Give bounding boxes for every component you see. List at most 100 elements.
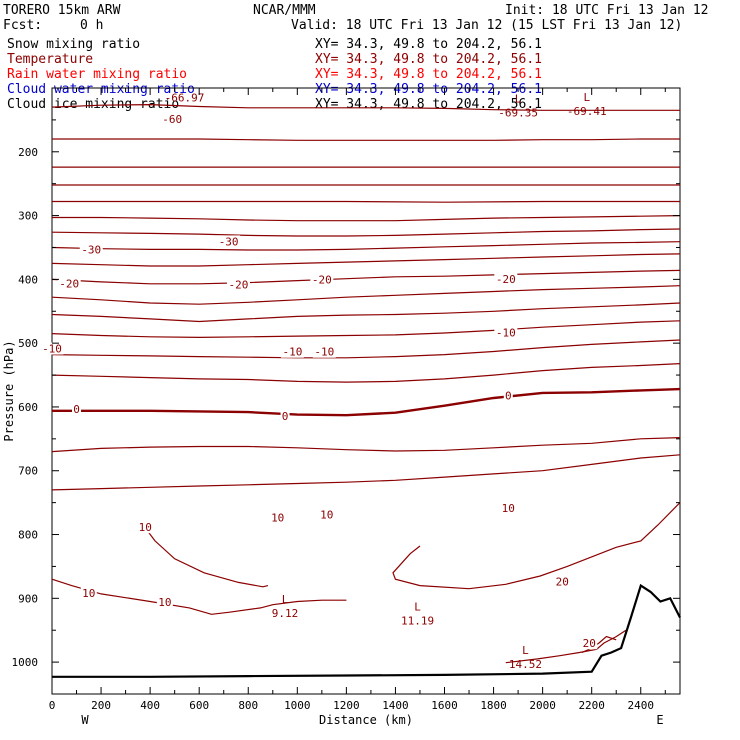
isotherm-line: [51, 320, 681, 339]
x-tick-label: 1000: [284, 699, 311, 712]
extremum-symbol: L: [414, 601, 421, 614]
contour-label-bg: [72, 403, 82, 416]
isotherm-line: [52, 200, 680, 203]
contour-label-bg: [503, 389, 513, 402]
y-tick-label: 700: [18, 465, 38, 478]
isotherm-line: [51, 253, 681, 267]
extremum-value: 14.52: [509, 658, 542, 671]
isotherm-line: [51, 339, 681, 359]
contour-label-bg: [226, 278, 250, 291]
isotherm-line: [51, 302, 681, 323]
contour-label: -20: [496, 273, 516, 286]
contour-label-bg: [554, 575, 571, 588]
contour-label-bg: [57, 277, 81, 290]
valid-time: Valid: 18 UTC Fri 13 Jan 12 (15 LST Fri …: [291, 18, 682, 33]
center-name: NCAR/MMM: [253, 3, 316, 18]
contour-label-bg: [494, 326, 518, 339]
contour-label-bg: [500, 502, 517, 515]
legend-name: Snow mixing ratio: [7, 37, 140, 52]
isotherm-line: [51, 241, 681, 251]
x-tick-label: 2000: [529, 699, 556, 712]
y-tick-label: 300: [18, 210, 38, 223]
contour-label-bg: [217, 235, 241, 248]
x-tick-label: 200: [91, 699, 111, 712]
isotherm-line: [505, 629, 627, 664]
isotherm-line: [52, 138, 680, 141]
extremum-symbol: L: [522, 644, 529, 657]
contour-label: -10: [282, 346, 302, 359]
legend-xy: XY= 34.3, 49.8 to 204.2, 56.1: [315, 67, 542, 82]
plot-frame: [51, 87, 681, 695]
contour-label-bg: [40, 342, 64, 355]
contour-label: -20: [59, 277, 79, 290]
y-tick-label: 900: [18, 592, 38, 605]
contour-label-bg: [160, 112, 184, 125]
contour-label: -10: [42, 343, 62, 356]
contour-label: 0: [73, 403, 80, 416]
init-time: Init: 18 UTC Fri 13 Jan 12: [505, 3, 709, 18]
x-tick-label: 400: [140, 699, 160, 712]
extremum-symbol: L: [515, 92, 522, 105]
extremum-value: -69.41: [567, 105, 607, 118]
x-axis-title: Distance (km): [319, 713, 413, 727]
legend-xy: XY= 34.3, 49.8 to 204.2, 56.1: [315, 52, 542, 67]
x-tick-label: 1200: [333, 699, 360, 712]
isotherm-line: [51, 454, 681, 491]
legend-xy: XY= 34.3, 49.8 to 204.2, 56.1: [315, 37, 542, 52]
contour-label-bg: [137, 521, 154, 534]
contour-label-bg: [310, 273, 334, 286]
extremum-value: -69.35: [498, 106, 538, 119]
contour-label: 0: [282, 410, 289, 423]
y-axis-title: Pressure (hPa): [2, 340, 16, 441]
contour-label: 0: [505, 390, 512, 403]
x-tick-label: 2400: [628, 699, 655, 712]
isotherm-line: [51, 285, 681, 305]
contour-label-bg: [318, 508, 335, 521]
contour-label: -30: [219, 235, 239, 248]
contour-label-bg: [79, 243, 103, 256]
isotherm-line: [392, 502, 681, 590]
isotherm-line: [581, 635, 617, 654]
legend: Snow mixing ratio XY= 34.3, 49.8 to 204.2…: [7, 37, 542, 112]
contour-label-bg: [581, 637, 598, 650]
contour-label: -10: [496, 327, 516, 340]
contour-label-bg: [280, 345, 304, 358]
contour-label: 10: [271, 512, 284, 525]
contour-label: 10: [502, 502, 515, 515]
extremum-symbol: L: [583, 91, 590, 104]
x-tick-label: 600: [189, 699, 209, 712]
isotherm-line: [51, 363, 681, 383]
contour-label-bg: [269, 511, 286, 524]
fcst-label: Fcst:: [3, 18, 42, 33]
y-tick-label: 800: [18, 529, 38, 542]
isotherm-zero-line: [52, 387, 681, 417]
x-tick-label: 1800: [480, 699, 507, 712]
extremum-symbol: L: [282, 593, 289, 606]
x-tick-label: 0: [49, 699, 56, 712]
contour-label-bg: [280, 410, 290, 423]
isotherm-line: [52, 215, 681, 222]
x-tick-label: 800: [238, 699, 258, 712]
x-tick-label: 1600: [431, 699, 458, 712]
chart-area: -60 -30 -30 -20 -20 -20 -20 -10 -10 -10 -10 0 0 0 10 10…: [2, 87, 681, 727]
contour-label-bg: [156, 595, 173, 608]
contour-label-bg: [312, 345, 336, 358]
isotherm-line: [51, 228, 681, 237]
legend-xy: XY= 34.3, 49.8 to 204.2, 56.1: [315, 82, 542, 97]
y-tick-label: 400: [18, 273, 38, 286]
isotherm-line: [51, 103, 680, 111]
isotherm-line: [51, 437, 681, 453]
x-end-label-west: W: [81, 713, 89, 727]
contour-label-bg: [494, 273, 518, 286]
y-tick-label: 200: [18, 146, 38, 159]
isotherm-line: [51, 269, 681, 285]
y-tick-label: 1000: [12, 656, 39, 669]
terrain-line: [52, 583, 681, 678]
contour-label: 20: [583, 637, 596, 650]
contour-label: 10: [158, 596, 171, 609]
fcst-value: 0 h: [80, 18, 103, 33]
legend-name: Cloud ice mixing ratio: [7, 97, 179, 112]
contour-label: -10: [314, 346, 334, 359]
contour-label: -60: [162, 113, 182, 126]
